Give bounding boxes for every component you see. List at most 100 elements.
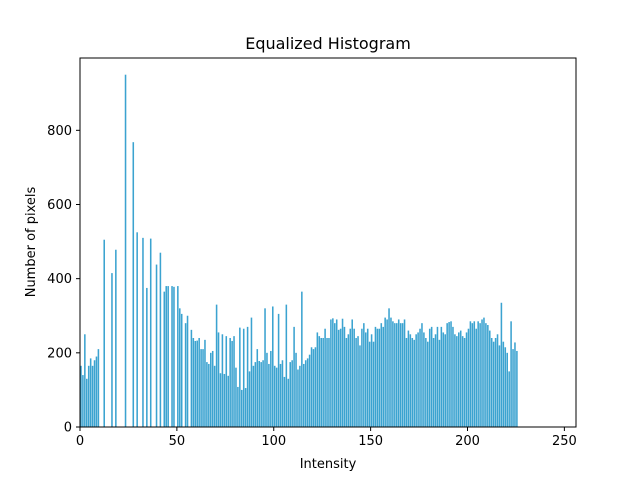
histogram-bar xyxy=(202,349,204,427)
histogram-bar xyxy=(163,291,166,427)
histogram-bar xyxy=(380,323,383,427)
histogram-bar xyxy=(233,336,235,427)
histogram-bar xyxy=(165,286,167,427)
histogram-bar xyxy=(248,371,251,427)
x-tick-label: 100 xyxy=(261,434,286,449)
histogram-bar xyxy=(200,349,202,427)
histogram-bar xyxy=(392,321,394,427)
histogram-bar xyxy=(97,349,100,427)
histogram-bar xyxy=(258,360,260,427)
histogram-bar xyxy=(277,313,280,427)
plot-frame xyxy=(79,57,577,428)
histogram-bar xyxy=(231,340,233,427)
histogram-bar xyxy=(419,328,421,427)
histogram-bar xyxy=(477,321,479,427)
histogram-bar xyxy=(434,334,437,427)
histogram-bar xyxy=(399,323,402,427)
histogram-bar xyxy=(498,345,501,427)
histogram-bar xyxy=(225,336,228,427)
y-tick-label: 800 xyxy=(47,124,72,139)
histogram-bar xyxy=(432,337,435,427)
histogram-bar xyxy=(190,329,193,427)
histogram-bar xyxy=(363,323,365,427)
histogram-bar xyxy=(335,319,338,427)
histogram-bar xyxy=(502,341,505,427)
histogram-bar xyxy=(312,349,315,427)
histogram-bar xyxy=(425,337,427,427)
histogram-bar xyxy=(450,321,452,427)
histogram-bar xyxy=(461,336,464,427)
histogram-bar xyxy=(167,286,169,427)
histogram-bar xyxy=(357,336,359,427)
histogram-bar xyxy=(180,313,183,427)
histogram-bar xyxy=(241,389,243,427)
histogram-bar xyxy=(430,326,433,427)
histogram-bar xyxy=(500,302,503,427)
histogram-bar xyxy=(279,363,282,427)
histogram-bar xyxy=(396,323,398,427)
histogram-bar xyxy=(244,388,247,427)
histogram-bar xyxy=(89,358,92,427)
histogram-bar xyxy=(494,337,497,427)
histogram-bar xyxy=(149,238,152,427)
histogram-bar xyxy=(394,323,396,427)
histogram-bar xyxy=(409,334,412,427)
histogram-bar xyxy=(146,287,148,427)
histogram-bar xyxy=(516,350,518,427)
histogram-bar xyxy=(510,321,512,427)
histogram-bar xyxy=(368,341,371,427)
histogram-bar xyxy=(250,317,253,427)
histogram-bar xyxy=(173,286,175,427)
histogram-bar xyxy=(196,340,198,427)
histogram-bar xyxy=(179,308,181,427)
histogram-bar xyxy=(427,341,429,427)
histogram-bar xyxy=(343,326,346,427)
histogram-bar xyxy=(235,367,237,427)
histogram-bar xyxy=(194,340,197,427)
histogram-bar xyxy=(272,306,274,427)
histogram-bar xyxy=(440,326,443,427)
histogram-bar xyxy=(372,341,375,427)
y-axis-label: Number of pixels xyxy=(24,186,39,297)
histogram-bar xyxy=(332,318,334,427)
histogram-bar xyxy=(463,337,466,427)
histogram-bar xyxy=(115,249,117,427)
histogram-bar xyxy=(444,334,446,427)
histogram-bar xyxy=(275,367,278,427)
histogram-bar xyxy=(295,352,297,427)
histogram-bar xyxy=(262,360,264,427)
y-tick-label: 200 xyxy=(47,346,72,361)
histogram-bar xyxy=(177,286,179,427)
histogram-bar xyxy=(80,365,82,427)
histogram-bar xyxy=(390,317,392,427)
histogram-bar xyxy=(285,304,288,427)
histogram-bar xyxy=(171,286,173,427)
x-tick-label: 50 xyxy=(169,434,186,449)
histogram-bar xyxy=(454,334,456,427)
histogram-bar xyxy=(211,350,214,427)
histogram-bar xyxy=(337,329,340,427)
histogram-bar xyxy=(87,365,90,427)
histogram-bar xyxy=(215,304,218,427)
x-axis-label: Intensity xyxy=(300,457,357,472)
histogram-bar xyxy=(324,328,326,427)
histogram-bar xyxy=(415,334,417,427)
histogram-bar xyxy=(283,376,286,427)
histogram-bar xyxy=(330,319,332,427)
histogram-bar xyxy=(361,328,363,427)
histogram-bar xyxy=(219,373,222,427)
histogram-bar xyxy=(423,332,425,427)
histogram-bar xyxy=(489,330,491,427)
histogram-bar xyxy=(299,365,301,427)
histogram-bar xyxy=(210,352,212,427)
histogram-bar xyxy=(124,74,127,427)
histogram-bar xyxy=(436,326,439,427)
histogram-bar xyxy=(374,326,377,427)
histogram-bar xyxy=(438,339,441,427)
histogram-bar xyxy=(456,336,458,427)
histogram-bar xyxy=(237,386,239,427)
histogram-bar xyxy=(421,323,423,427)
x-tick-label: 250 xyxy=(552,434,577,449)
histogram-bar xyxy=(213,365,216,427)
